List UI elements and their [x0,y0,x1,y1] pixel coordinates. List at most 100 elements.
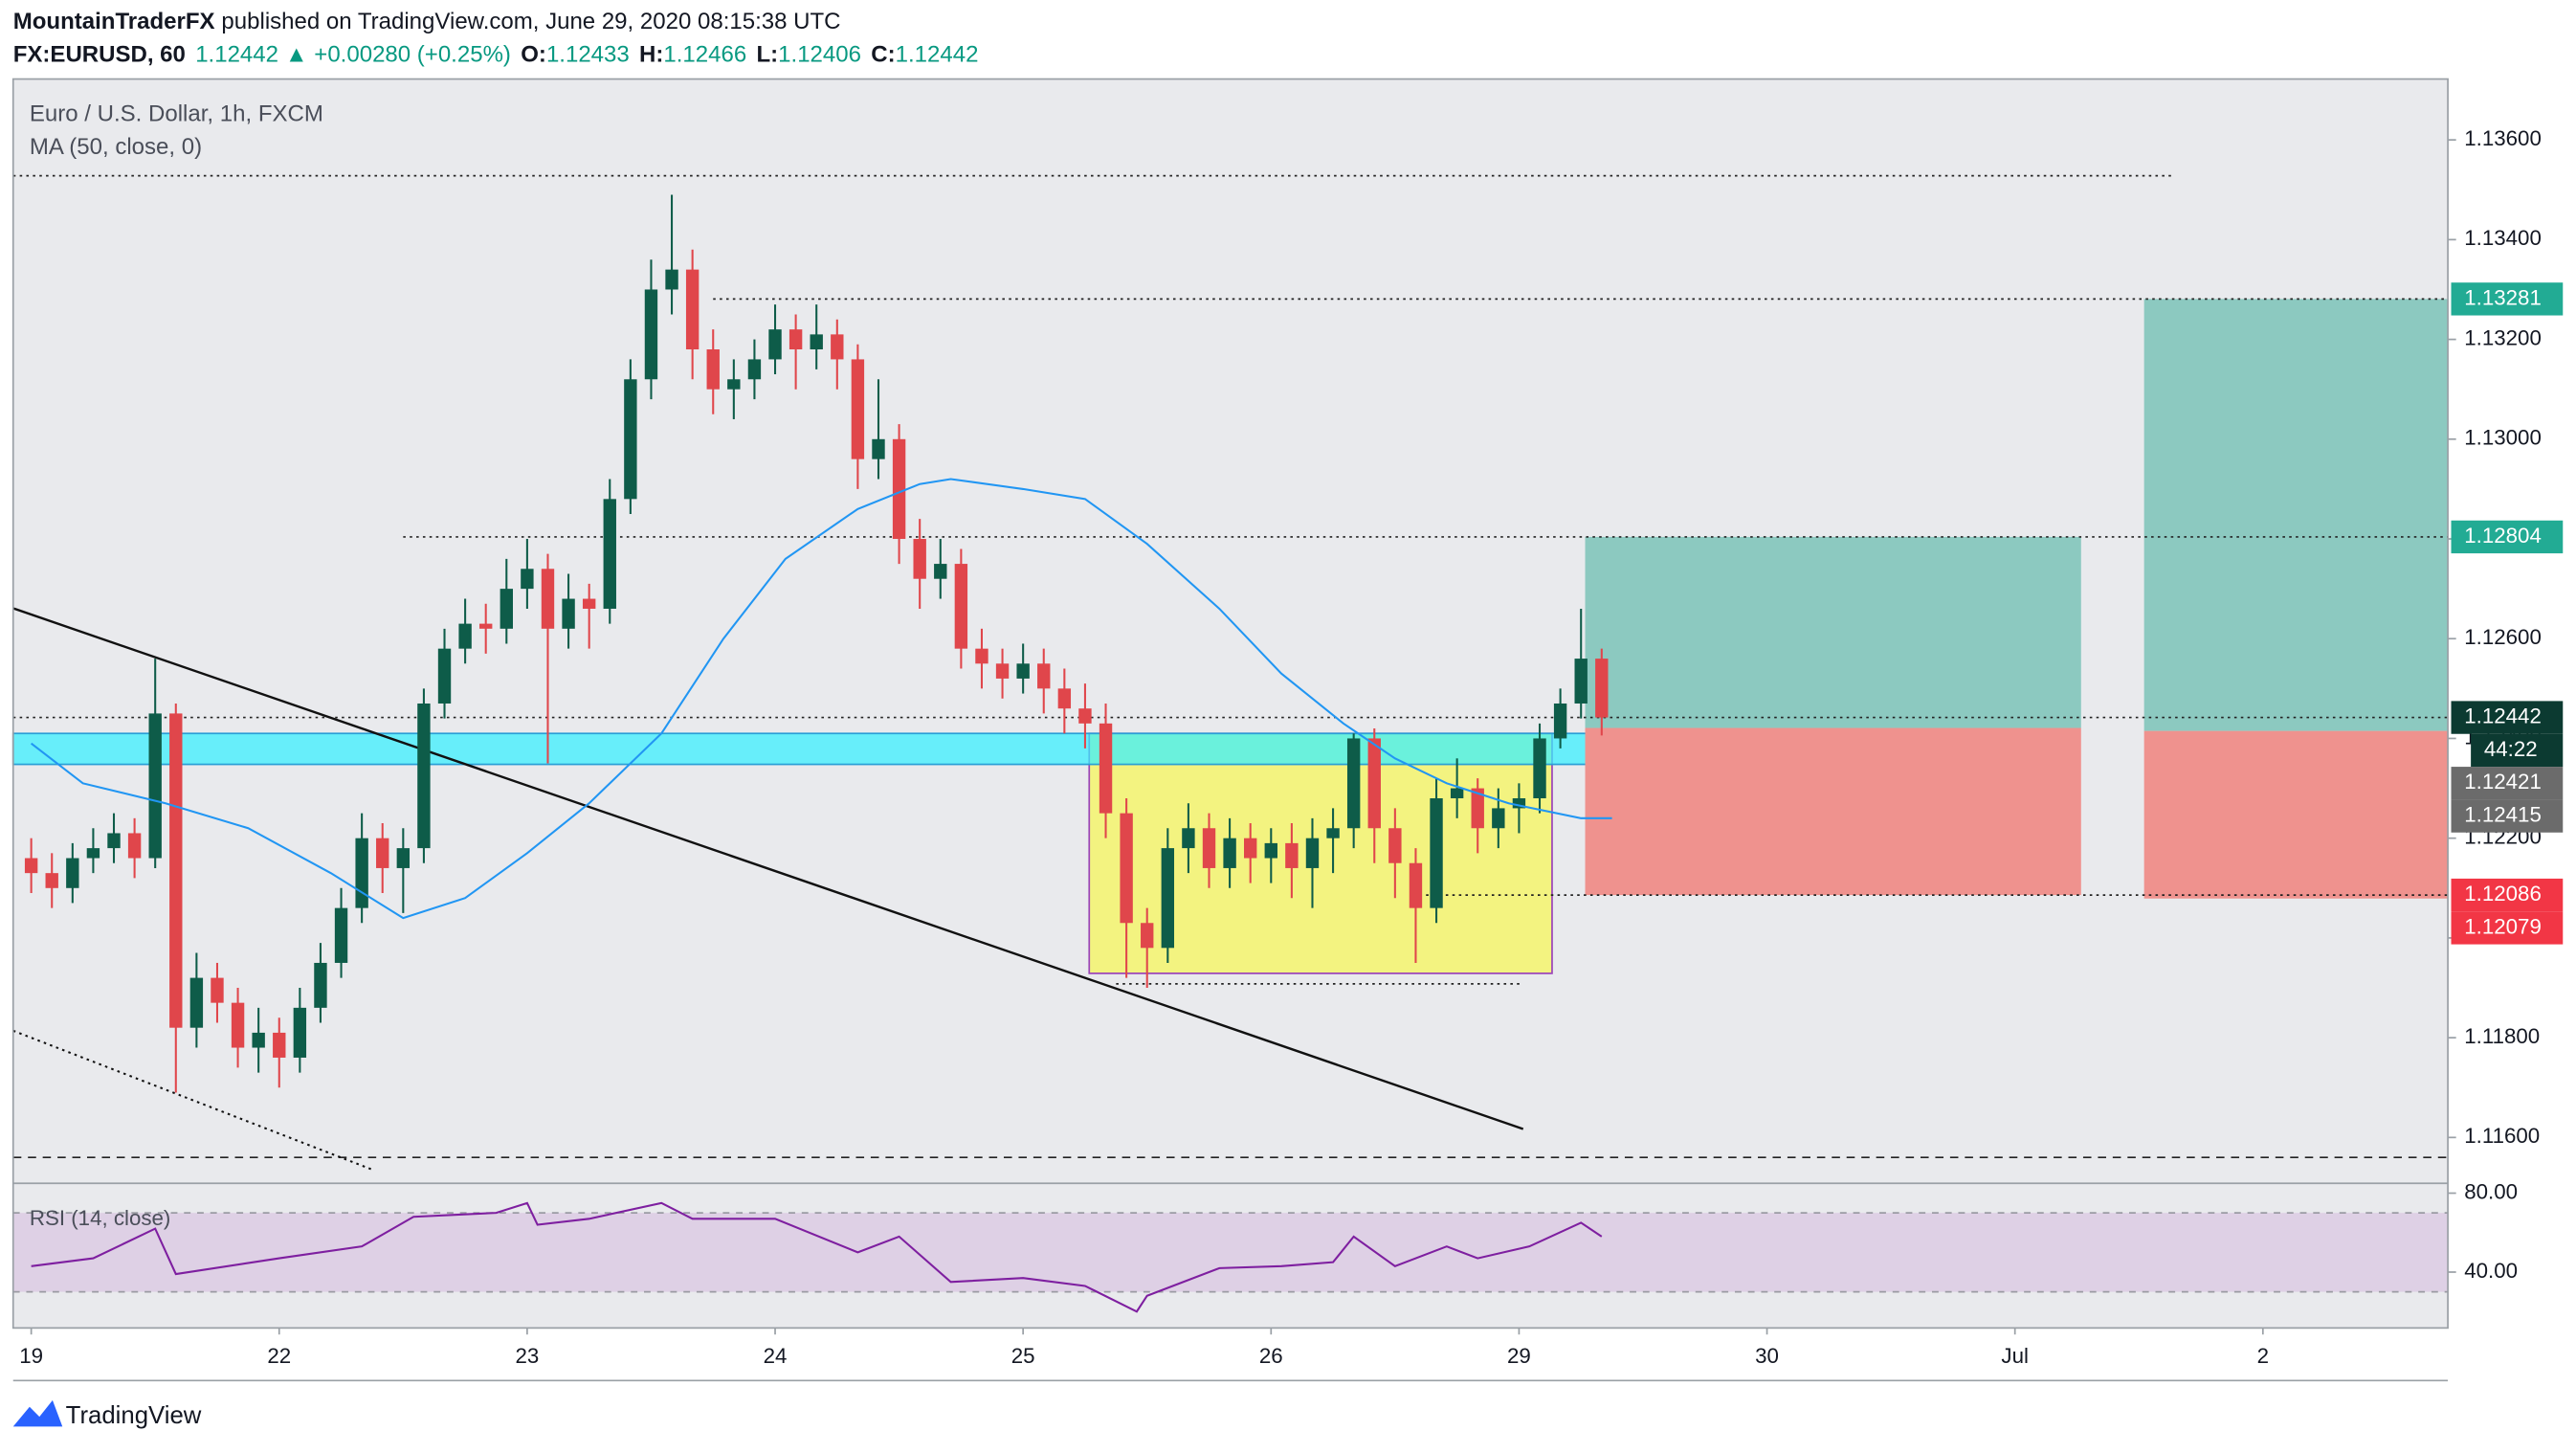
ma-line [31,478,1612,920]
x-tick-label: Jul [2001,1344,2029,1368]
candle-body [685,269,700,350]
candle-body [148,713,162,859]
candle-body [521,569,534,590]
last-price: 1.12442 [195,42,278,68]
candle-body [1016,663,1030,679]
candle-body [1120,813,1133,924]
ohlc-value: 1.12406 [778,42,861,68]
zone [1088,732,1553,974]
candle-body [1161,848,1175,949]
candle-body [624,379,637,500]
candle-body [1430,797,1443,908]
loss-zone [2143,730,2449,899]
candle-body [582,598,596,609]
y-tick-label: 1.12600 [2464,625,2542,649]
candle-body [954,564,968,649]
candle-body [1264,842,1277,859]
candle-body [1057,688,1072,709]
y-tick-label: 1.11800 [2464,1024,2540,1048]
candle-body [355,838,368,908]
candle-body [86,848,100,859]
x-tick-label: 25 [1011,1344,1035,1368]
price-tag-label: 1.12086 [2464,882,2542,905]
candle-body [810,334,823,350]
price-tag [2451,799,2564,833]
published: published on TradingView.com, June 29, 2… [221,10,840,35]
candle-body [252,1032,265,1048]
candle-body [831,334,844,360]
candle-body [1388,828,1402,863]
y-tick-label: 1.13000 [2464,426,2542,450]
x-tick-label: 19 [19,1344,43,1368]
series-title: Euro / U.S. Dollar, 1h, FXCM [30,101,323,127]
x-tick-label: 29 [1507,1344,1531,1368]
candle-body [1078,708,1092,724]
candle-body [768,329,782,360]
pane-background [12,78,2449,1329]
symbol-line: FX:EURUSD, 60 1.12442 ▲ +0.00280 (+0.25%) O… [13,42,979,68]
candle-body [334,907,348,963]
candle-body [1202,828,1216,868]
candle-body [975,648,988,664]
candle-body [1533,738,1546,798]
ma-label: MA (50, close, 0) [30,134,202,160]
drawings [11,174,2449,1293]
candle-body [231,1002,245,1048]
candle-body [1326,828,1340,838]
candle-body [211,977,224,1003]
candle-body [273,1032,286,1058]
rsi-tick-label: 40.00 [2464,1259,2518,1283]
candle-body [934,564,947,579]
candle-body [189,977,204,1028]
candle-body [913,539,926,579]
candle-body [1346,738,1361,829]
candle-body [562,598,575,629]
candle-body [458,623,472,649]
candle-body [851,359,865,459]
axes: 1.116001.118001.120001.122001.124001.126… [19,126,2564,1368]
price-tag [2451,767,2564,800]
candle-body [1141,923,1154,949]
candle-body [396,848,411,868]
price-tag-label: 1.12442 [2464,704,2542,727]
x-tick-label: 30 [1755,1344,1779,1368]
rsi-line [31,1201,1603,1313]
rsi-tick-label: 80.00 [2464,1179,2518,1203]
trend-line [12,607,1524,1130]
rsi-band [12,1213,2449,1292]
candle-body [314,962,327,1008]
candle-body [24,858,38,874]
brand: TradingView [66,1402,202,1429]
ohlc-value: 1.12466 [663,42,746,68]
countdown-tag [2471,733,2564,768]
y-tick-label: 1.11600 [2464,1124,2540,1148]
candle-body [169,713,183,1028]
candle-body [500,589,513,629]
candle-body [892,438,906,540]
symbol: FX:EURUSD, 60 [13,42,186,68]
loss-zone [1585,727,2081,896]
profit-zone [1585,536,2081,728]
price-tag-label: 1.12415 [2464,802,2542,826]
brand-logo: TradingView [12,1399,202,1429]
price-tag [2451,878,2564,912]
candle-body [1037,663,1051,689]
candle-body [1409,862,1423,908]
y-tick-label: 1.13400 [2464,226,2542,250]
candle-body [872,438,885,459]
candle-body [1574,659,1588,704]
logo-icon [12,1399,63,1427]
ohlc-key: O: [521,42,546,68]
candle-body [45,873,58,888]
ohlc-value: 1.12433 [546,42,630,68]
countdown: 44:22 [2484,737,2538,761]
candle-body [479,623,493,629]
price-tag [2451,701,2564,734]
candle-body [107,833,121,849]
candle-body [1099,723,1113,814]
ohlc-key: H: [639,42,663,68]
candle-body [1492,808,1505,829]
candle-body [1182,828,1195,849]
